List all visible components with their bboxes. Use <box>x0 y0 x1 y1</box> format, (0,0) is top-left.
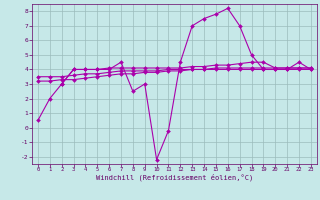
X-axis label: Windchill (Refroidissement éolien,°C): Windchill (Refroidissement éolien,°C) <box>96 174 253 181</box>
